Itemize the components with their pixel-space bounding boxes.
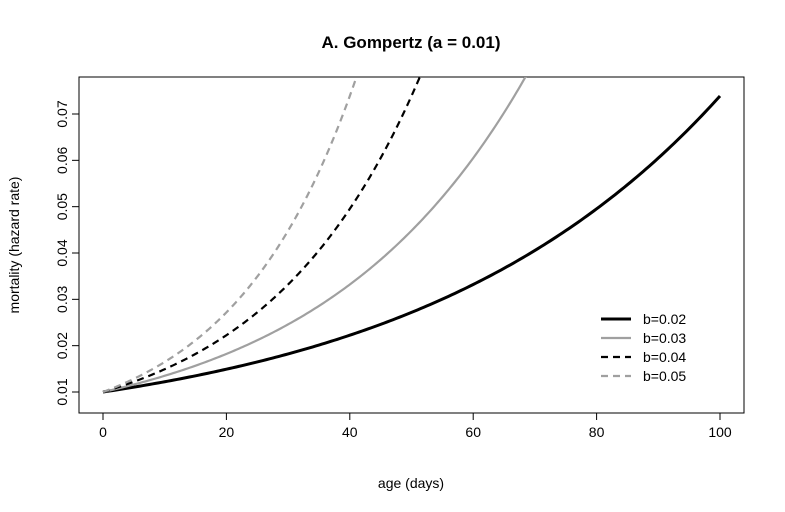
x-axis: 0 20 40 60 80 100 (99, 413, 732, 440)
series-line-b-0-03 (102, 77, 527, 394)
legend-label: b=0.03 (643, 330, 686, 346)
series-layer (102, 77, 722, 394)
x-tick-label: 40 (342, 424, 358, 440)
legend: b=0.02 b=0.03 b=0.04 b=0.05 (601, 311, 686, 384)
series-line-b-0-02 (102, 94, 722, 394)
y-tick-label: 0.02 (54, 332, 70, 359)
legend-label: b=0.04 (643, 349, 686, 365)
plot-frame (78, 76, 745, 414)
legend-label: b=0.02 (643, 311, 686, 327)
x-tick-label: 100 (708, 424, 732, 440)
y-tick-label: 0.03 (54, 285, 70, 312)
x-axis-label: age (days) (378, 475, 444, 491)
series-line-b-0-04 (102, 77, 422, 394)
chart-title: A. Gompertz (a = 0.01) (321, 33, 500, 52)
y-tick-label: 0.05 (54, 193, 70, 220)
y-tick-label: 0.06 (54, 146, 70, 173)
y-tick-label: 0.01 (54, 378, 70, 405)
legend-label: b=0.05 (643, 368, 686, 384)
y-axis-label: mortality (hazard rate) (6, 177, 22, 314)
y-tick-label: 0.07 (54, 100, 70, 127)
x-tick-label: 60 (465, 424, 481, 440)
x-tick-label: 20 (219, 424, 235, 440)
x-tick-label: 80 (589, 424, 605, 440)
x-tick-label: 0 (99, 424, 107, 440)
y-tick-label: 0.04 (54, 239, 70, 266)
y-axis: 0.01 0.02 0.03 0.04 0.05 0.06 0.07 (54, 100, 79, 406)
